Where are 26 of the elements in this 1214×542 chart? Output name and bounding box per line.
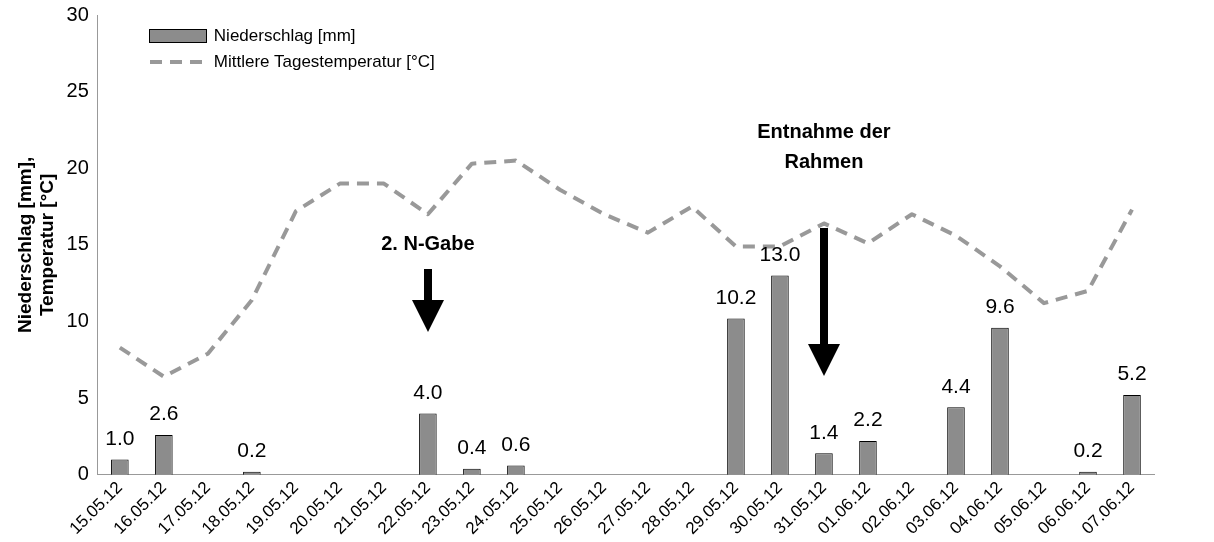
- data-label: 0.2: [237, 438, 267, 462]
- y-tick-label: 5: [77, 385, 89, 408]
- annotation: 2. N-Gabe: [381, 231, 475, 254]
- data-label: 1.4: [809, 419, 839, 443]
- legend-label: Mittlere Tagestemperatur [°C]: [213, 52, 435, 72]
- y-axis-title: Niederschlag [mm], Temperatur [°C]: [13, 156, 58, 334]
- data-label: 0.4: [457, 434, 487, 458]
- y-tick-label: 10: [66, 309, 89, 332]
- data-label: 10.2: [715, 284, 757, 308]
- data-label: 2.2: [853, 407, 883, 431]
- data-label: 1.0: [105, 425, 135, 449]
- data-label: 4.0: [413, 379, 443, 403]
- y-tick-label: 20: [66, 155, 89, 178]
- data-label: 0.2: [1073, 438, 1103, 462]
- y-tick-label: 0: [77, 462, 89, 485]
- data-label: 0.6: [501, 431, 531, 455]
- y-tick-label: 25: [66, 79, 89, 102]
- legend-label: Niederschlag [mm]: [213, 26, 356, 46]
- y-tick-label: 15: [66, 232, 89, 255]
- annotation: Entnahme der Rahmen: [757, 119, 891, 172]
- data-label: 4.4: [941, 373, 971, 397]
- data-label: 13.0: [759, 241, 801, 265]
- data-label: 5.2: [1117, 361, 1147, 385]
- y-tick-label: 30: [66, 2, 89, 25]
- data-label: 2.6: [149, 401, 179, 425]
- data-label: 9.6: [985, 293, 1015, 317]
